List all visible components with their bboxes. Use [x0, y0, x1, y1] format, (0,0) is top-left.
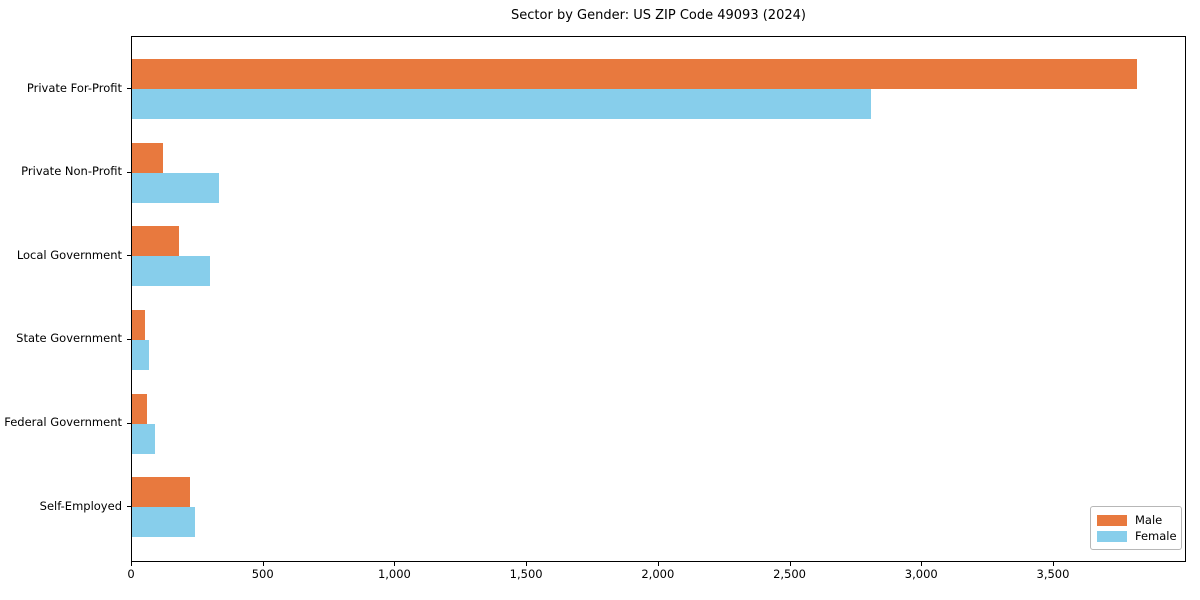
bar-male-private-for-profit	[132, 59, 1137, 90]
bar-male-private-non-profit	[132, 142, 163, 173]
xtick-mark-2,000	[657, 562, 659, 566]
male-swatch-icon	[1097, 514, 1127, 526]
xtick-label-2,000: 2,000	[641, 567, 675, 581]
plot-area	[131, 36, 1186, 562]
ytick-label-private-non-profit: Private Non-Profit	[21, 164, 122, 179]
bar-male-federal-government	[132, 393, 147, 424]
bar-female-private-non-profit	[132, 172, 219, 203]
xtick-mark-3,500	[1052, 562, 1054, 566]
bar-male-self-employed	[132, 477, 190, 508]
ytick-mark-state-government	[127, 338, 131, 340]
ytick-mark-local-government	[127, 255, 131, 257]
xtick-label-2,500: 2,500	[773, 567, 807, 581]
ytick-mark-private-for-profit	[127, 88, 131, 90]
xtick-mark-3,000	[921, 562, 923, 566]
xtick-label-1,500: 1,500	[509, 567, 543, 581]
chart-title: Sector by Gender: US ZIP Code 49093 (202…	[511, 8, 806, 23]
legend-label-female: Female	[1135, 529, 1177, 543]
ytick-label-local-government: Local Government	[16, 247, 122, 262]
legend: Male Female	[1090, 506, 1182, 550]
bar-female-self-employed	[132, 507, 195, 538]
ytick-mark-private-non-profit	[127, 171, 131, 173]
bar-female-local-government	[132, 256, 210, 287]
xtick-label-3,500: 3,500	[1036, 567, 1070, 581]
xtick-label-3,000: 3,000	[904, 567, 938, 581]
bar-male-state-government	[132, 309, 145, 340]
bar-female-federal-government	[132, 423, 155, 454]
ytick-label-self-employed: Self-Employed	[39, 498, 122, 513]
ytick-label-federal-government: Federal Government	[4, 415, 122, 429]
xtick-mark-0	[131, 562, 132, 566]
ytick-mark-self-employed	[127, 506, 131, 508]
ytick-label-state-government: State Government	[16, 331, 122, 346]
legend-label-male: Male	[1135, 513, 1163, 527]
xtick-label-1,000: 1,000	[377, 567, 411, 581]
xtick-mark-2,500	[789, 562, 791, 566]
female-swatch-icon	[1097, 530, 1127, 542]
ytick-mark-federal-government	[127, 422, 131, 424]
bar-male-local-government	[132, 226, 179, 257]
xtick-mark-1,000	[394, 562, 396, 566]
ytick-label-private-for-profit: Private For-Profit	[26, 80, 122, 95]
legend-row-male: Male	[1097, 512, 1173, 528]
legend-row-female: Female	[1097, 528, 1177, 544]
xtick-mark-500	[262, 562, 264, 566]
xtick-label-0: 0	[127, 567, 135, 581]
xtick-mark-1,500	[526, 562, 528, 566]
bar-female-private-for-profit	[132, 89, 871, 120]
xtick-label-500: 500	[251, 567, 274, 581]
bar-female-state-government	[132, 339, 149, 370]
